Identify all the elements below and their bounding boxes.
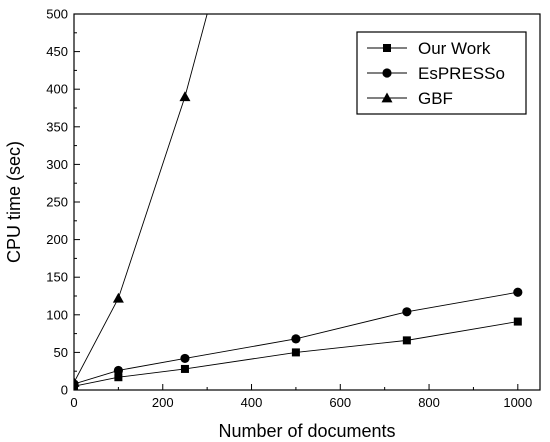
y-tick-label: 350: [46, 119, 68, 134]
y-axis-title: CPU time (sec): [4, 141, 24, 263]
legend-marker-our-work: [383, 44, 391, 52]
y-tick-label: 400: [46, 82, 68, 97]
x-tick-label: 400: [241, 395, 263, 410]
legend-label-espresso: EsPRESSo: [418, 64, 505, 83]
y-tick-label: 0: [61, 383, 68, 398]
y-tick-label: 50: [54, 345, 68, 360]
x-axis-title: Number of documents: [218, 421, 395, 441]
x-tick-label: 1000: [503, 395, 532, 410]
data-point-espresso: [402, 307, 412, 317]
y-tick-label: 150: [46, 270, 68, 285]
data-point-our-work: [513, 317, 522, 326]
data-point-gbf: [112, 292, 124, 303]
data-point-our-work: [114, 373, 123, 382]
data-point-gbf: [179, 91, 191, 102]
legend-label-gbf: GBF: [418, 89, 453, 108]
series-line-espresso: [74, 291, 518, 385]
legend-marker-gbf: [381, 92, 393, 103]
series-our-work: [74, 317, 522, 390]
y-tick-label: 450: [46, 44, 68, 59]
y-tick-label: 250: [46, 195, 68, 210]
series-gbf: [74, 14, 208, 387]
axes: 0 200 400 600 800 1000 0 50 100 150 200 250 300 350 40…: [46, 7, 541, 410]
y-tick-label: 200: [46, 232, 68, 247]
data-point-our-work: [291, 348, 300, 357]
series-layer: [74, 14, 523, 390]
data-point-our-work: [180, 364, 189, 373]
series-espresso: [74, 287, 523, 389]
series-line-gbf: [74, 14, 208, 383]
data-point-gbf: [74, 376, 80, 387]
y-tick-label: 100: [46, 307, 68, 322]
series-line-our-work: [74, 321, 518, 387]
x-tick-label: 200: [152, 395, 174, 410]
x-tick-label: 800: [418, 395, 440, 410]
data-point-espresso: [513, 287, 523, 297]
y-tick-label: 300: [46, 157, 68, 172]
legend-marker-espresso: [382, 68, 392, 78]
data-point-espresso: [113, 365, 123, 376]
y-tick-label: 500: [46, 7, 68, 22]
legend-label-our-work: Our Work: [418, 39, 491, 58]
data-point-espresso: [291, 334, 301, 344]
x-tick-label: 600: [329, 395, 351, 410]
x-tick-label: 0: [70, 395, 77, 410]
legend: Our Work EsPRESSo GBF: [356, 31, 527, 115]
data-point-espresso: [180, 353, 190, 364]
data-point-our-work: [402, 336, 411, 345]
